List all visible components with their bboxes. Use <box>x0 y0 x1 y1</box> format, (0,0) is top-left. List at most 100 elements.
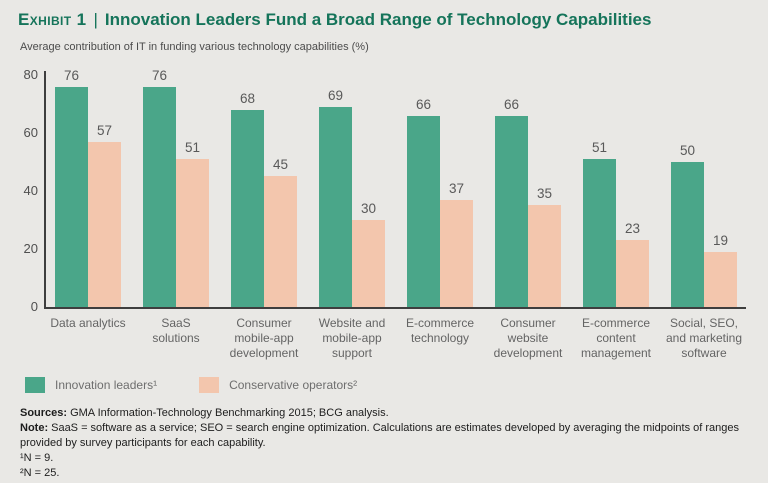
sources-label: Sources: <box>20 407 68 419</box>
category-label: Consumer mobile-app development <box>229 316 299 360</box>
bar-conservative-operators <box>528 205 561 307</box>
note-text: SaaS = software as a service; SEO = sear… <box>20 421 739 449</box>
y-tick-label: 40 <box>23 183 38 198</box>
category-slot: E-commerce technology <box>396 316 484 361</box>
y-axis-line <box>44 71 46 309</box>
x-axis-line <box>44 307 746 309</box>
y-tick-label: 0 <box>30 299 38 314</box>
page-title: Exhibit 1 | Innovation Leaders Fund a Broa… <box>18 10 651 30</box>
bar-value-label: 57 <box>96 123 113 138</box>
bar-value-label: 45 <box>272 157 289 172</box>
bar-value-label: 23 <box>624 221 641 236</box>
bar-value-label: 69 <box>327 88 344 103</box>
category-label: Consumer website development <box>493 316 563 360</box>
bar-conservative-operators <box>616 240 649 307</box>
category-label: E-commerce technology <box>405 316 474 345</box>
bar-column: 68 <box>231 91 264 307</box>
bar-column: 50 <box>671 143 704 307</box>
category-label: E-commerce content management <box>580 316 652 360</box>
footer: Sources: GMA Information-Technology Bench… <box>20 406 762 481</box>
bar-innovation-leaders <box>319 107 352 307</box>
bar-value-label: 35 <box>536 186 553 201</box>
bar-value-label: 76 <box>63 68 80 83</box>
title-separator: | <box>93 10 98 29</box>
bar-group-e-commerce-technology: 66 37 <box>407 97 473 307</box>
bar-innovation-leaders <box>143 87 176 307</box>
bar-column: 66 <box>407 97 440 307</box>
bar-value-label: 19 <box>712 233 729 248</box>
bar-value-label: 30 <box>360 201 377 216</box>
footnote-1: ¹N = 9. <box>20 451 54 464</box>
bar-column: 30 <box>352 201 385 307</box>
bars-row: 76 57 76 51 68 45 69 30 66 37 66 35 51 23 50 19 <box>55 55 745 307</box>
bar-value-label: 68 <box>239 91 256 106</box>
category-slot: Social, SEO, and marketing software <box>660 316 748 361</box>
bar-column: 51 <box>176 140 209 307</box>
bar-value-label: 50 <box>679 143 696 158</box>
category-slot: Consumer website development <box>484 316 572 361</box>
category-slot: Data analytics <box>44 316 132 361</box>
bar-column: 37 <box>440 181 473 307</box>
note-line: Note: SaaS = software as a service; SEO =… <box>20 421 762 451</box>
title-text: Innovation Leaders Fund a Broad Range of… <box>104 10 652 29</box>
bar-group-consumer-mobile-app-development: 68 45 <box>231 91 297 307</box>
category-axis: Data analytics SaaS solutions Consumer mob… <box>44 316 748 361</box>
bar-conservative-operators <box>176 159 209 307</box>
bar-value-label: 51 <box>184 140 201 155</box>
note-label: Note: <box>20 421 49 434</box>
bar-column: 51 <box>583 140 616 307</box>
bar-column: 76 <box>55 68 88 307</box>
category-slot: Consumer mobile-app development <box>220 316 308 361</box>
y-tick-label: 60 <box>23 125 38 140</box>
plot-area: 76 57 76 51 68 45 69 30 66 37 66 35 51 23 50 19 <box>55 55 745 307</box>
bar-value-label: 51 <box>591 140 608 155</box>
bar-conservative-operators <box>264 176 297 307</box>
sources-line: Sources: GMA Information-Technology Bench… <box>20 406 762 421</box>
y-tick-label: 20 <box>23 241 38 256</box>
bar-value-label: 66 <box>503 97 520 112</box>
bar-value-label: 76 <box>151 68 168 83</box>
bar-group-consumer-website-development: 66 35 <box>495 97 561 307</box>
bar-innovation-leaders <box>671 162 704 307</box>
chart-subtitle: Average contribution of IT in funding va… <box>20 41 369 53</box>
legend-item-conservative-operators: Conservative operators² <box>199 377 357 393</box>
bar-group-e-commerce-content-management: 51 23 <box>583 140 649 307</box>
bar-column: 69 <box>319 88 352 307</box>
bar-value-label: 37 <box>448 181 465 196</box>
bar-innovation-leaders <box>495 116 528 307</box>
bar-group-data-analytics: 76 57 <box>55 68 121 307</box>
legend-label: Innovation leaders¹ <box>55 378 158 392</box>
category-slot: E-commerce content management <box>572 316 660 361</box>
legend-label: Conservative operators² <box>229 378 358 392</box>
innovation-leaders-swatch <box>25 377 45 393</box>
category-slot: SaaS solutions <box>132 316 220 361</box>
category-label: Website and mobile-app support <box>318 316 386 360</box>
bar-column: 57 <box>88 123 121 307</box>
bar-column: 23 <box>616 221 649 307</box>
bar-innovation-leaders <box>407 116 440 307</box>
bar-column: 19 <box>704 233 737 307</box>
exhibit-label: Exhibit 1 <box>18 10 87 29</box>
category-label: Social, SEO, and marketing software <box>665 316 743 360</box>
category-slot: Website and mobile-app support <box>308 316 396 361</box>
bar-group-website-and-mobile-app-support: 69 30 <box>319 88 385 307</box>
bar-innovation-leaders <box>583 159 616 307</box>
bar-column: 45 <box>264 157 297 307</box>
bar-conservative-operators <box>352 220 385 307</box>
bar-column: 66 <box>495 97 528 307</box>
conservative-operators-swatch <box>199 377 220 393</box>
bar-value-label: 66 <box>415 97 432 112</box>
category-label: Data analytics <box>50 316 126 330</box>
bar-conservative-operators <box>88 142 121 307</box>
sources-text: GMA Information-Technology Benchmarking … <box>70 407 389 419</box>
bar-column: 35 <box>528 186 561 307</box>
bar-innovation-leaders <box>231 110 264 307</box>
bar-group-saas-solutions: 76 51 <box>143 68 209 307</box>
bar-conservative-operators <box>704 252 737 307</box>
y-tick-label: 80 <box>23 67 38 82</box>
bar-conservative-operators <box>440 200 473 307</box>
legend-item-innovation-leaders: Innovation leaders¹ <box>25 377 157 393</box>
legend: Innovation leaders¹ Conservative operato… <box>25 377 357 393</box>
bar-column: 76 <box>143 68 176 307</box>
